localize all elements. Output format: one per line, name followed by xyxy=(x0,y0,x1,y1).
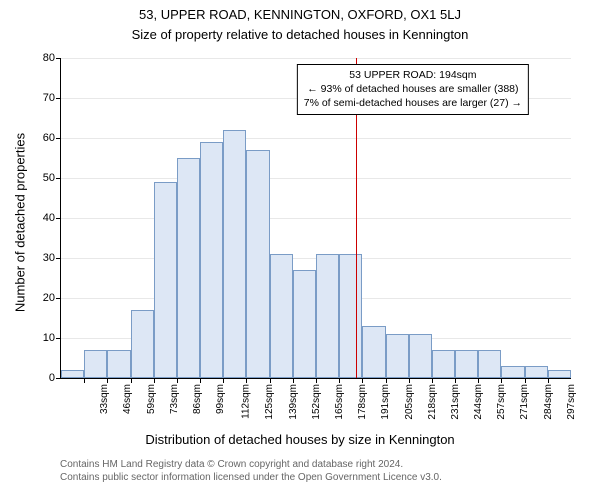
x-tick-mark xyxy=(154,378,155,383)
annotation-line: 53 UPPER ROAD: 194sqm xyxy=(304,68,522,82)
y-tick-label: 70 xyxy=(43,92,55,104)
x-tick-label: 231sqm xyxy=(450,384,461,420)
y-tick-label: 60 xyxy=(43,132,55,144)
x-tick-mark xyxy=(525,378,526,383)
x-tick-mark xyxy=(455,378,456,383)
chart-title-address: 53, UPPER ROAD, KENNINGTON, OXFORD, OX1 … xyxy=(0,6,600,24)
y-tick-label: 80 xyxy=(43,52,55,64)
x-tick-mark xyxy=(131,378,132,383)
x-tick-label: 86sqm xyxy=(192,384,203,414)
x-tick-label: 99sqm xyxy=(215,384,226,414)
histogram-bar xyxy=(246,150,269,378)
x-tick-mark xyxy=(339,378,340,383)
y-tick-mark xyxy=(56,298,61,299)
histogram-bar xyxy=(223,130,246,378)
chart-title-subtitle: Size of property relative to detached ho… xyxy=(0,26,600,44)
x-tick-mark xyxy=(316,378,317,383)
histogram-bar xyxy=(200,142,223,378)
histogram-bar xyxy=(525,366,548,378)
y-tick-label: 30 xyxy=(43,252,55,264)
x-tick-mark xyxy=(246,378,247,383)
x-tick-mark xyxy=(362,378,363,383)
gridline xyxy=(61,218,571,219)
x-tick-label: 297sqm xyxy=(566,384,577,420)
y-tick-label: 0 xyxy=(49,372,55,384)
plot-area: 0102030405060708033sqm46sqm59sqm73sqm86s… xyxy=(60,58,571,379)
histogram-bar xyxy=(548,370,571,378)
y-tick-mark xyxy=(56,378,61,379)
x-tick-mark xyxy=(478,378,479,383)
histogram-bar xyxy=(316,254,339,378)
annotation-line: 7% of semi-detached houses are larger (2… xyxy=(304,96,522,110)
gridline xyxy=(61,58,571,59)
y-tick-mark xyxy=(56,58,61,59)
x-tick-mark xyxy=(107,378,108,383)
x-tick-mark xyxy=(223,378,224,383)
x-tick-mark xyxy=(432,378,433,383)
gridline xyxy=(61,138,571,139)
x-tick-label: 112sqm xyxy=(241,384,252,419)
y-tick-label: 10 xyxy=(43,332,55,344)
x-tick-label: 46sqm xyxy=(122,384,133,414)
gridline xyxy=(61,178,571,179)
y-axis-label: Number of detached properties xyxy=(13,123,28,323)
x-tick-mark xyxy=(501,378,502,383)
histogram-bar xyxy=(177,158,200,378)
x-tick-label: 33sqm xyxy=(99,384,110,414)
x-tick-label: 73sqm xyxy=(169,384,180,414)
y-tick-label: 50 xyxy=(43,172,55,184)
annotation-box: 53 UPPER ROAD: 194sqm← 93% of detached h… xyxy=(297,64,529,115)
y-tick-mark xyxy=(56,178,61,179)
x-tick-label: 205sqm xyxy=(403,384,414,420)
y-tick-mark xyxy=(56,138,61,139)
y-tick-label: 20 xyxy=(43,292,55,304)
histogram-bar xyxy=(107,350,130,378)
x-tick-mark xyxy=(84,378,85,383)
x-tick-label: 178sqm xyxy=(357,384,368,420)
y-tick-mark xyxy=(56,98,61,99)
y-tick-mark xyxy=(56,218,61,219)
x-tick-label: 218sqm xyxy=(427,384,438,420)
histogram-bar xyxy=(501,366,524,378)
histogram-bar xyxy=(362,326,385,378)
histogram-bar xyxy=(339,254,362,378)
y-tick-label: 40 xyxy=(43,212,55,224)
histogram-bar xyxy=(61,370,84,378)
x-tick-mark xyxy=(386,378,387,383)
histogram-bar xyxy=(270,254,293,378)
x-tick-label: 244sqm xyxy=(473,384,484,420)
histogram-bar xyxy=(455,350,478,378)
x-tick-mark xyxy=(270,378,271,383)
footer-text: Contains HM Land Registry data © Crown c… xyxy=(60,458,442,484)
x-axis-label: Distribution of detached houses by size … xyxy=(0,432,600,447)
y-tick-mark xyxy=(56,258,61,259)
histogram-bar xyxy=(154,182,177,378)
histogram-bar xyxy=(386,334,409,378)
histogram-bar xyxy=(84,350,107,378)
x-tick-mark xyxy=(177,378,178,383)
x-tick-mark xyxy=(200,378,201,383)
x-tick-mark xyxy=(409,378,410,383)
x-tick-label: 271sqm xyxy=(519,384,530,420)
x-tick-label: 139sqm xyxy=(287,384,298,420)
x-tick-label: 165sqm xyxy=(334,384,345,420)
histogram-bar xyxy=(478,350,501,378)
annotation-line: ← 93% of detached houses are smaller (38… xyxy=(304,82,522,96)
x-tick-mark xyxy=(293,378,294,383)
x-tick-label: 125sqm xyxy=(264,384,275,420)
x-tick-label: 284sqm xyxy=(542,384,553,420)
histogram-bar xyxy=(409,334,432,378)
x-tick-label: 59sqm xyxy=(146,384,157,414)
histogram-bar xyxy=(131,310,154,378)
histogram-bar xyxy=(293,270,316,378)
histogram-bar xyxy=(432,350,455,378)
x-tick-label: 257sqm xyxy=(496,384,507,420)
chart-container: 53, UPPER ROAD, KENNINGTON, OXFORD, OX1 … xyxy=(0,0,600,500)
x-tick-label: 191sqm xyxy=(380,384,391,420)
x-tick-mark xyxy=(548,378,549,383)
x-tick-label: 152sqm xyxy=(311,384,322,420)
y-tick-mark xyxy=(56,338,61,339)
